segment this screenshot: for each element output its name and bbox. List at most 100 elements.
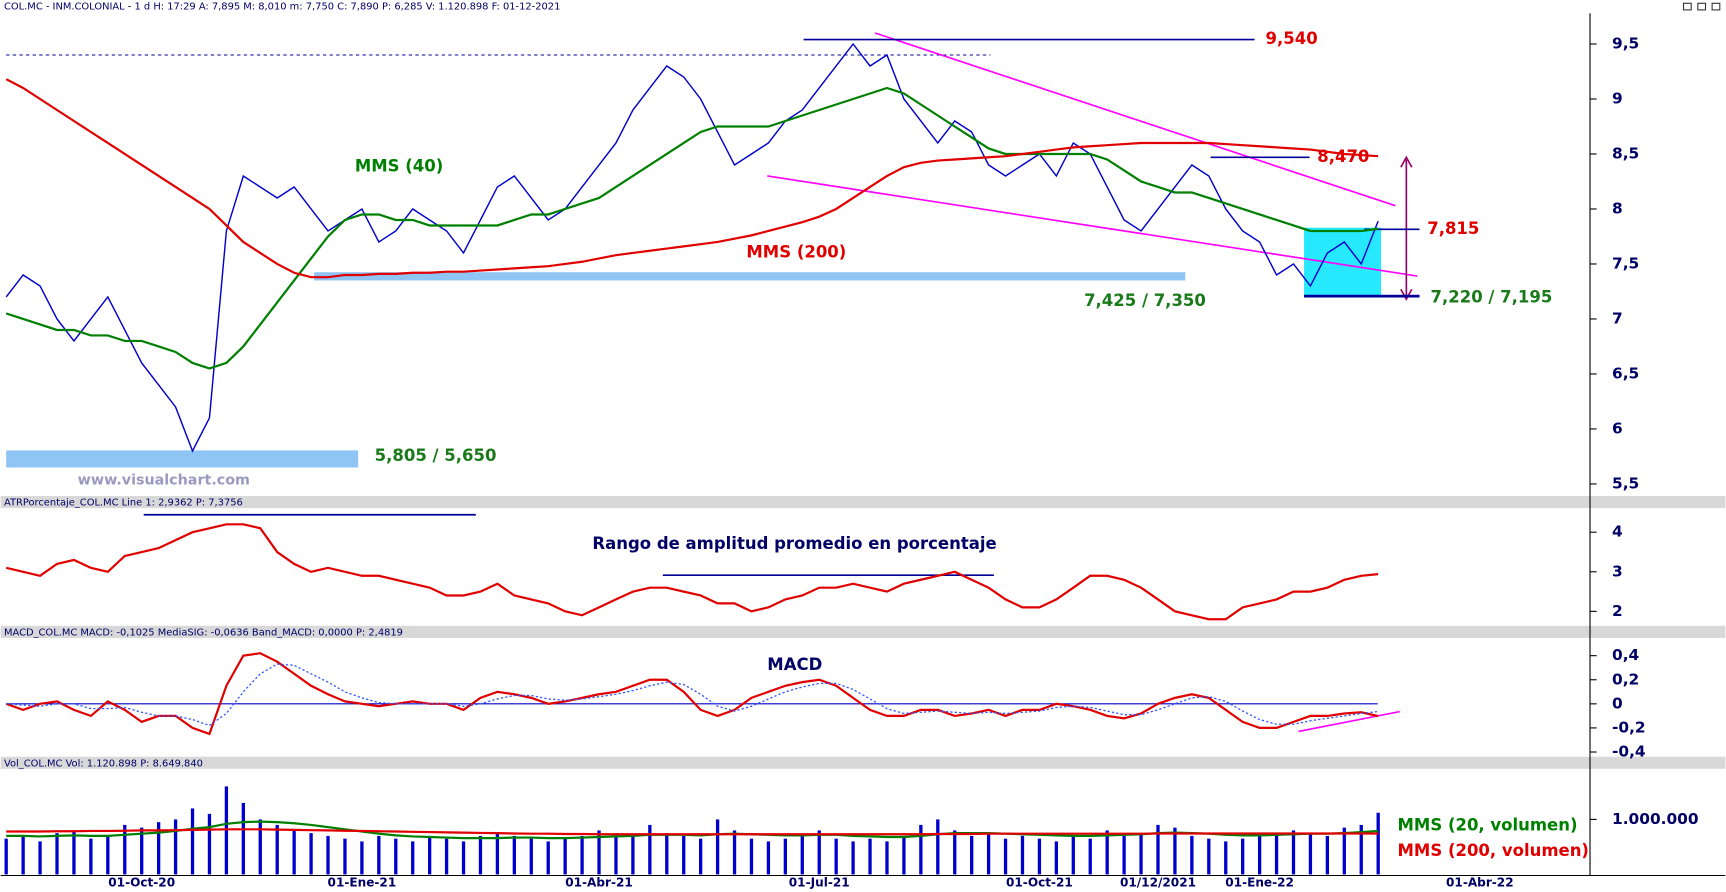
volume-bar	[1105, 830, 1109, 875]
y-tick-label: 9	[1612, 89, 1623, 107]
volume-bar	[1291, 830, 1296, 875]
panel-header-bar	[0, 756, 1726, 769]
volume-bar	[665, 833, 669, 875]
volume-bar	[140, 827, 144, 875]
volume-bar	[1037, 838, 1042, 875]
zone-label: 7,425 / 7,350	[1084, 291, 1206, 310]
y-tick-label: 0,4	[1612, 646, 1639, 664]
y-tick-label: -0,4	[1612, 743, 1646, 761]
support-zone	[6, 450, 359, 468]
volume-bar	[936, 819, 940, 875]
y-tick-label: 5,5	[1612, 474, 1639, 492]
series-line	[5, 652, 1379, 736]
series-label: MMS (20, volumen)	[1398, 816, 1578, 835]
panel-header-bar	[0, 625, 1726, 638]
y-tick-label: 3	[1612, 562, 1623, 580]
zone-label: 7,220 / 7,195	[1431, 288, 1553, 307]
minimize-button[interactable]	[1682, 2, 1692, 11]
y-tick-label: 7	[1612, 309, 1623, 327]
trend-line	[874, 32, 1396, 207]
series-line	[5, 86, 1379, 370]
x-tick-label: 01-Oct-21	[1006, 876, 1073, 890]
volume-bar	[21, 835, 25, 875]
volume-bar	[190, 808, 195, 875]
level-label: 8,470	[1317, 147, 1369, 166]
volume-bar	[580, 835, 584, 875]
panel-title: MACD_COL.MC MACD: -0,1025 MediaSIG: -0,0…	[4, 627, 403, 638]
x-tick-label: 01-Ene-21	[328, 876, 397, 890]
volume-bar	[682, 835, 686, 875]
series-line	[5, 42, 1379, 453]
y-tick-label: 6	[1612, 419, 1623, 437]
volume-bar	[258, 819, 262, 875]
volume-bar	[326, 835, 330, 875]
volume-bar	[1224, 841, 1228, 875]
y-tick-label: -0,2	[1612, 718, 1646, 736]
volume-bar	[902, 835, 906, 875]
consolidation-box	[1304, 227, 1382, 297]
volume-bar	[614, 833, 618, 875]
window-buttons[interactable]	[1682, 2, 1721, 11]
volume-bar	[834, 838, 838, 875]
panel-title: Vol_COL.MC Vol: 1.120.898 P: 8.649.840	[4, 758, 203, 769]
volume-bar	[817, 830, 821, 875]
volume-bar	[749, 838, 754, 875]
volume-bar	[631, 835, 635, 875]
volume-bar	[123, 824, 127, 875]
zone-label: 5,805 / 5,650	[375, 446, 497, 465]
volume-bar	[292, 830, 296, 875]
volume-bar	[394, 838, 398, 875]
volume-bar	[427, 835, 432, 875]
volume-bar	[1325, 835, 1330, 875]
volume-bar	[529, 838, 533, 875]
volume-bar	[1139, 833, 1143, 875]
y-tick-label: 8,5	[1612, 144, 1639, 162]
volume-bar	[38, 841, 42, 875]
y-tick-label: 0,2	[1612, 670, 1639, 688]
volume-bar	[885, 841, 889, 875]
volume-bar	[106, 835, 110, 875]
x-tick-label: 01-Jul-21	[789, 876, 850, 890]
volume-bar	[1020, 835, 1025, 875]
series-label: MMS (200, volumen)	[1398, 841, 1589, 860]
volume-bar	[783, 838, 787, 875]
y-tick-label: 7,5	[1612, 254, 1639, 272]
support-zone	[314, 272, 1186, 281]
x-tick-label: 01-Abr-22	[1446, 876, 1514, 890]
x-tick-label: 01-Oct-20	[108, 876, 175, 890]
panel-header-bar	[0, 496, 1726, 509]
volume-bar	[1054, 841, 1059, 875]
volume-bar	[1156, 824, 1160, 875]
panel-title: ATRPorcentaje_COL.MC Line 1: 2,9362 P: 7…	[4, 498, 243, 509]
trend-line	[1298, 710, 1400, 733]
volume-bar	[377, 835, 381, 875]
series-label: MMS (200)	[746, 242, 846, 261]
volume-bar	[919, 824, 923, 875]
volume-bar	[1241, 838, 1245, 875]
y-tick-label: 2	[1612, 602, 1623, 620]
close-button[interactable]	[1711, 2, 1721, 11]
volume-bar	[4, 838, 8, 875]
volume-bar	[1088, 838, 1092, 875]
volume-bar	[1071, 835, 1075, 875]
volume-bar	[546, 841, 550, 875]
series-line	[5, 523, 1379, 621]
volume-bar	[1274, 833, 1279, 875]
series-label: MMS (40)	[355, 157, 443, 176]
volume-bar	[953, 830, 957, 875]
series-line	[5, 78, 1379, 279]
volume-bar	[1376, 812, 1380, 875]
volume-bar	[309, 833, 313, 875]
volume-bar	[72, 830, 76, 875]
volume-bar	[1359, 824, 1363, 875]
volume-bar	[800, 835, 804, 875]
range-arrow-heads	[1400, 155, 1413, 301]
trend-line	[767, 175, 1418, 277]
volume-bar	[1122, 835, 1126, 875]
maximize-button[interactable]	[1697, 2, 1707, 11]
y-tick-label: 6,5	[1612, 364, 1639, 382]
y-tick-label: 1.000.000	[1612, 810, 1699, 828]
